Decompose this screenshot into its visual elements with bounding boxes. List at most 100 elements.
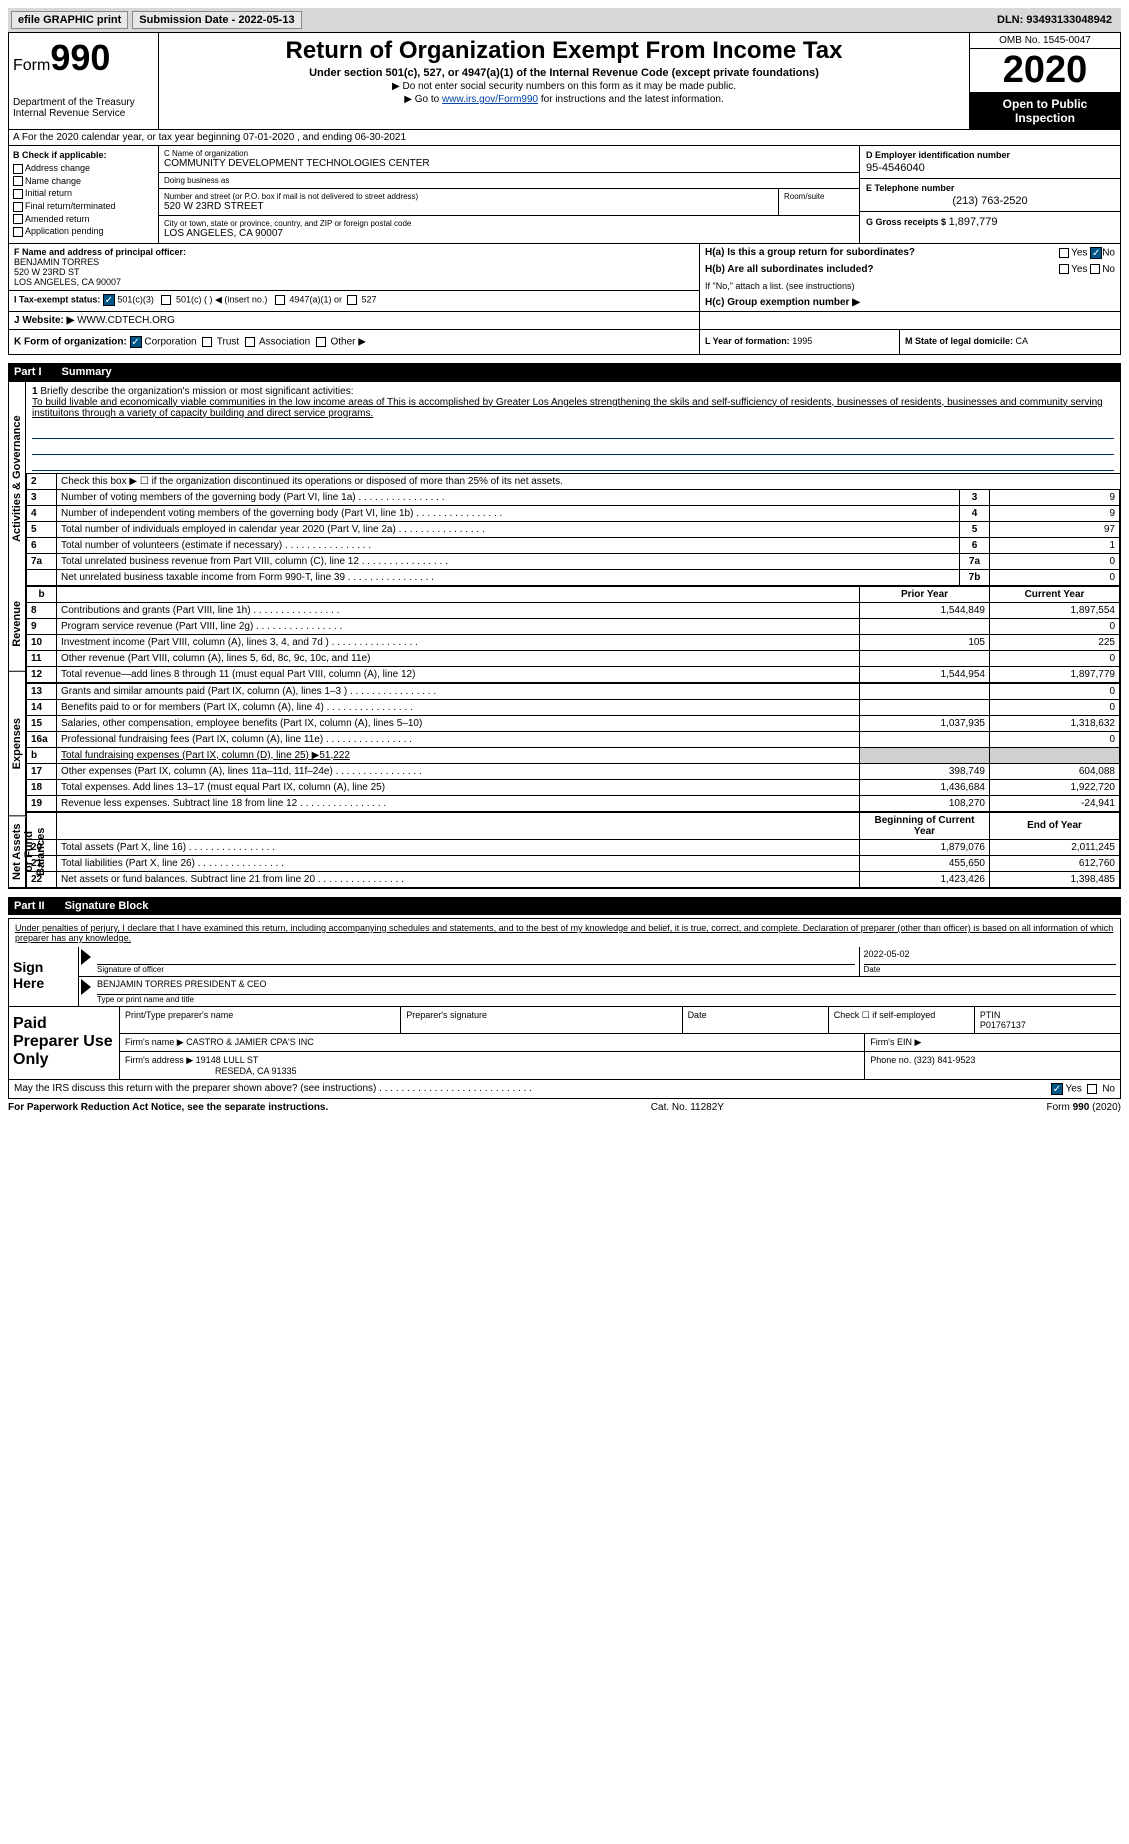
year-formation-label: L Year of formation: [705,336,790,346]
sig-date-value: 2022-05-02 [864,949,1117,965]
dln-text: DLN: 93493133048942 [997,14,1112,26]
ptin-value: P01767137 [980,1020,1026,1030]
form-header: Form990 Department of the Treasury Inter… [8,32,1121,130]
submission-date-button[interactable]: Submission Date - 2022-05-13 [132,11,301,29]
check-corp[interactable]: ✓ [130,336,142,348]
part2-label: Part II [14,900,45,912]
signature-block: Under penalties of perjury, I declare th… [8,918,1121,1007]
ha-yes[interactable] [1059,248,1069,258]
org-name: COMMUNITY DEVELOPMENT TECHNOLOGIES CENTE… [164,158,854,169]
vert-netassets: Net Assets or Fund Balances [9,817,26,888]
netassets-table: Beginning of Current YearEnd of Year 20T… [26,812,1120,888]
check-other[interactable] [316,337,326,347]
sign-here-label: Sign Here [9,947,79,1006]
open-public-badge: Open to Public Inspection [970,93,1120,129]
part1-header: Part I Summary [8,363,1121,381]
footer: For Paperwork Reduction Act Notice, see … [8,1099,1121,1116]
discuss-text: May the IRS discuss this return with the… [14,1083,1051,1095]
cat-number: Cat. No. 11282Y [651,1102,724,1113]
check-501c[interactable] [161,295,171,305]
preparer-date-label: Date [683,1007,829,1033]
row-j: J Website: ▶ WWW.CDTECH.ORG [8,312,1121,330]
mission-text: To build livable and economically viable… [32,397,1103,419]
ein-label: D Employer identification number [866,150,1114,160]
discuss-yes[interactable]: ✓ [1051,1083,1063,1095]
firm-ein-label: Firm's EIN ▶ [865,1034,1120,1051]
expenses-table: 13Grants and similar amounts paid (Part … [26,683,1120,812]
mission-num: 1 [32,386,38,397]
form-label: Form [13,57,50,74]
tax-exempt-label: I Tax-exempt status: [14,294,100,304]
officer-name: BENJAMIN TORRES [14,257,99,267]
blank-line [32,457,1114,471]
blank-line [32,425,1114,439]
self-employed-label: Check ☐ if self-employed [829,1007,975,1033]
summary-body: Activities & Governance Revenue Expenses… [8,381,1121,889]
hb-label: H(b) Are all subordinates included? [705,264,874,275]
website-label: J Website: ▶ [14,315,74,326]
firm-addr-value: 19148 LULL ST [196,1055,259,1065]
form-footer: Form 990 (2020) [1047,1102,1121,1113]
check-501c3[interactable]: ✓ [103,294,115,306]
check-initial-return[interactable] [13,189,23,199]
check-trust[interactable] [202,337,212,347]
org-name-label: C Name of organization [164,149,854,158]
check-address-change[interactable] [13,164,23,174]
vert-revenue: Revenue [9,576,26,672]
check-4947[interactable] [275,295,285,305]
discuss-no[interactable] [1087,1084,1097,1094]
tel-value: (213) 763-2520 [866,195,1114,207]
firm-addr-label: Firm's address ▶ [125,1055,193,1065]
officer-label: F Name and address of principal officer: [14,247,186,257]
discuss-row: May the IRS discuss this return with the… [8,1080,1121,1099]
check-name-change[interactable] [13,176,23,186]
hb-note: If "No," attach a list. (see instruction… [700,278,1120,294]
check-527[interactable] [347,295,357,305]
officer-city: LOS ANGELES, CA 90007 [14,277,121,287]
check-application-pending[interactable] [13,227,23,237]
year-formation-value: 1995 [792,336,812,346]
part2-header: Part II Signature Block [8,897,1121,915]
sig-date-label: Date [864,965,1117,974]
hc-label: H(c) Group exemption number ▶ [705,297,860,308]
hb-no[interactable] [1090,264,1100,274]
city-label: City or town, state or province, country… [164,219,854,228]
street-value: 520 W 23RD STREET [164,201,773,212]
hb-yes[interactable] [1059,264,1069,274]
ein-value: 95-4546040 [866,162,1114,174]
col-b-label: B Check if applicable: [13,150,154,160]
row-k: K Form of organization: ✓ Corporation Tr… [8,330,1121,355]
firm-city-value: RESEDA, CA 91335 [215,1066,297,1076]
lower-info-block: F Name and address of principal officer:… [8,244,1121,312]
check-assoc[interactable] [245,337,255,347]
mission-label: Briefly describe the organization's miss… [40,386,353,397]
ptin-label: PTIN [980,1010,1001,1020]
arrow-icon [81,979,91,995]
name-title-label: Type or print name and title [97,995,1116,1004]
ha-no[interactable]: ✓ [1090,247,1102,259]
omb-number: OMB No. 1545-0047 [970,33,1120,49]
part1-title: Summary [62,366,112,378]
form-subtitle: Under section 501(c), 527, or 4947(a)(1)… [163,67,965,79]
preparer-title: Paid Preparer Use Only [9,1007,119,1079]
form-org-label: K Form of organization: [14,336,127,347]
section-a: A For the 2020 calendar year, or tax yea… [8,130,1121,146]
ha-label: H(a) Is this a group return for subordin… [705,247,915,258]
check-amended[interactable] [13,214,23,224]
declaration-text: Under penalties of perjury, I declare th… [9,919,1120,947]
main-info-block: B Check if applicable: Address change Na… [8,146,1121,244]
firm-name-label: Firm's name ▶ [125,1037,184,1047]
efile-print-button[interactable]: efile GRAPHIC print [11,11,128,29]
state-domicile-label: M State of legal domicile: [905,336,1013,346]
dept-text: Department of the Treasury [13,97,154,108]
phone-value: (323) 841-9523 [914,1055,976,1065]
preparer-sig-label: Preparer's signature [401,1007,682,1033]
gross-value: 1,897,779 [949,216,998,228]
phone-label: Phone no. [870,1055,911,1065]
preparer-name-label: Print/Type preparer's name [120,1007,401,1033]
goto-note: ▶ Go to www.irs.gov/Form990 for instruct… [163,94,965,105]
check-final-return[interactable] [13,202,23,212]
irs-link[interactable]: www.irs.gov/Form990 [442,94,538,105]
city-value: LOS ANGELES, CA 90007 [164,228,854,239]
vert-governance: Activities & Governance [9,382,26,576]
